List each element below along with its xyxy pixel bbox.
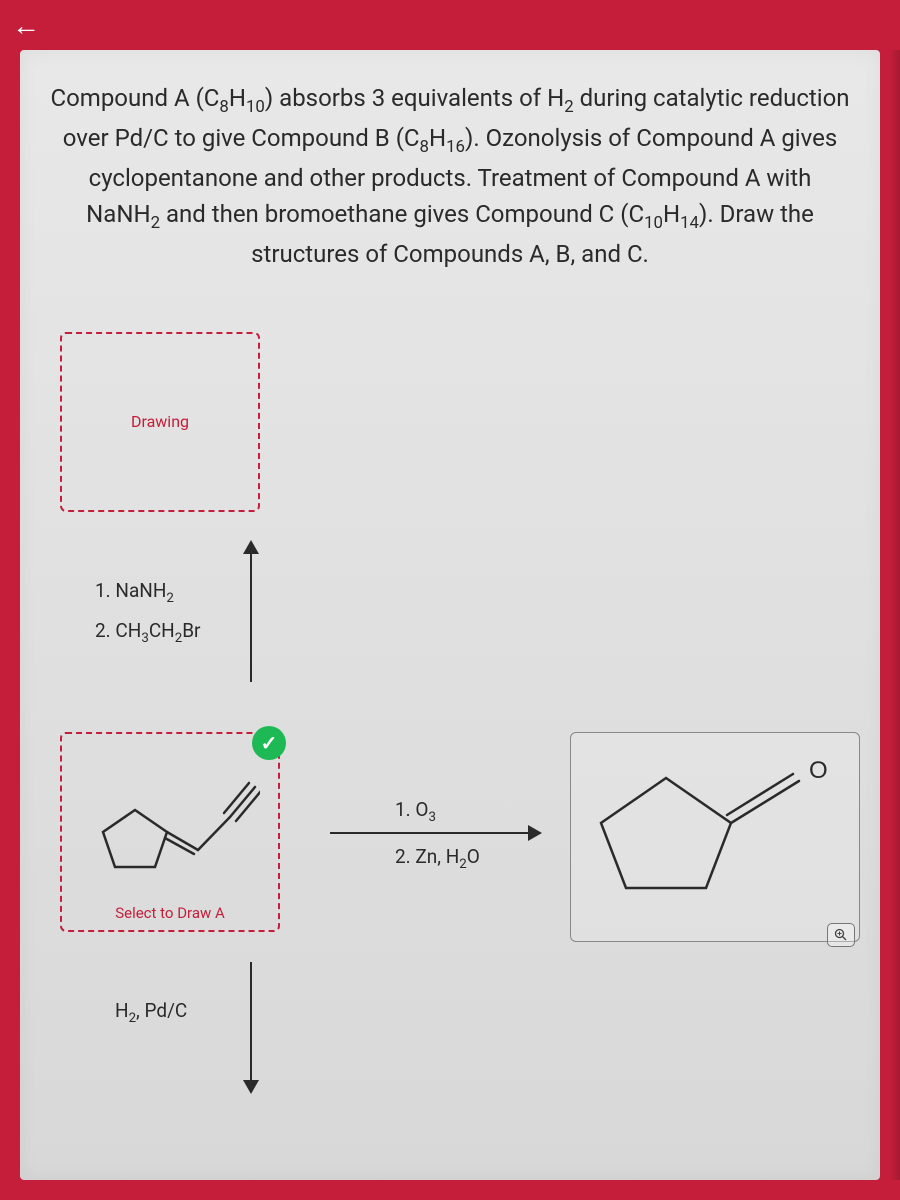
question-text: Compound A (C8H10) absorbs 3 equivalents… <box>40 80 860 272</box>
zoom-icon[interactable] <box>827 923 855 947</box>
content-card: Compound A (C8H10) absorbs 3 equivalents… <box>20 50 880 1180</box>
reagent-line: 1. O3 <box>395 787 480 834</box>
reagent-line: 2. Zn, H2O <box>395 834 480 881</box>
reagent-nanh2: 1. NaNH2 2. CH3CH2Br <box>95 572 201 653</box>
reagent-line: 1. NaNH2 <box>95 572 201 612</box>
drawing-label: Drawing <box>131 412 189 431</box>
select-draw-label: Select to Draw A <box>115 904 225 922</box>
checkmark-icon: ✓ <box>252 726 286 760</box>
arrow-down-icon <box>250 962 252 1092</box>
molecule-compound-a <box>80 762 260 902</box>
reagent-ozonolysis: 1. O3 2. Zn, H2O <box>395 787 480 880</box>
reagent-line: 2. CH3CH2Br <box>95 612 201 652</box>
reagent-h2-pdc: H2, Pd/C <box>115 992 187 1032</box>
drawing-box-compound-a[interactable]: ✓ Select to Draw A <box>60 732 280 932</box>
product-box-cyclopentanone[interactable]: O <box>570 732 860 942</box>
arrow-up-icon <box>250 542 252 682</box>
page-shadow <box>890 50 900 1180</box>
top-bar: ← <box>0 0 900 50</box>
reagent-line: H2, Pd/C <box>115 992 187 1032</box>
molecule-cyclopentanone: O <box>571 733 861 943</box>
back-icon[interactable]: ← <box>12 9 40 42</box>
diagram-area: Drawing 1. NaNH2 2. CH3CH2Br ✓ <box>40 312 860 1112</box>
oxygen-label: O <box>809 757 828 784</box>
drawing-box-compound-c[interactable]: Drawing <box>60 332 260 512</box>
